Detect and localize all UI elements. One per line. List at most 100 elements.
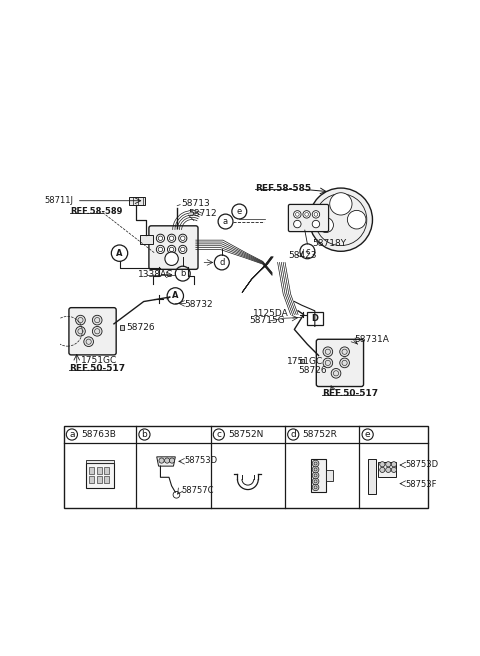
Text: 58711J: 58711J xyxy=(44,196,73,205)
Circle shape xyxy=(340,358,349,368)
Circle shape xyxy=(331,369,341,378)
Circle shape xyxy=(165,252,178,266)
Bar xyxy=(326,470,333,481)
Text: REF.58-589: REF.58-589 xyxy=(71,207,123,216)
Circle shape xyxy=(179,234,187,242)
Text: d: d xyxy=(219,258,225,267)
Text: 58757C: 58757C xyxy=(181,486,214,495)
Text: 1338AC: 1338AC xyxy=(138,270,173,279)
FancyBboxPatch shape xyxy=(316,339,363,386)
FancyBboxPatch shape xyxy=(69,308,116,355)
Text: a: a xyxy=(223,217,228,226)
Text: 58423: 58423 xyxy=(289,251,317,260)
Circle shape xyxy=(156,234,165,242)
Text: REF.50-517: REF.50-517 xyxy=(322,389,378,398)
Text: b: b xyxy=(180,269,185,278)
Text: 58752N: 58752N xyxy=(228,430,264,439)
Text: 1751GC: 1751GC xyxy=(287,357,323,365)
Polygon shape xyxy=(156,457,175,466)
Circle shape xyxy=(312,220,320,228)
Circle shape xyxy=(76,316,85,325)
Text: a: a xyxy=(69,430,75,439)
Text: 58753F: 58753F xyxy=(405,480,436,489)
Bar xyxy=(368,459,376,494)
Circle shape xyxy=(380,467,385,472)
Text: 58752R: 58752R xyxy=(302,430,337,439)
Bar xyxy=(104,476,109,483)
Text: d: d xyxy=(290,430,296,439)
Text: 1751GC: 1751GC xyxy=(81,356,117,365)
Bar xyxy=(378,462,396,478)
Bar xyxy=(89,467,95,474)
Text: c: c xyxy=(216,430,221,439)
Circle shape xyxy=(312,460,319,467)
Text: A: A xyxy=(116,249,123,258)
Circle shape xyxy=(168,245,176,253)
Text: b: b xyxy=(142,430,147,439)
Bar xyxy=(120,325,124,330)
Text: REF.58-585: REF.58-585 xyxy=(255,184,312,193)
FancyBboxPatch shape xyxy=(149,226,198,270)
Text: 58732: 58732 xyxy=(185,300,213,309)
Circle shape xyxy=(330,193,352,215)
Circle shape xyxy=(92,327,102,336)
Text: REF.50-517: REF.50-517 xyxy=(69,364,125,373)
Circle shape xyxy=(165,458,170,463)
Text: 58753D: 58753D xyxy=(185,456,218,465)
Circle shape xyxy=(386,462,391,467)
Text: c: c xyxy=(305,247,310,256)
Circle shape xyxy=(84,337,94,346)
Text: 58726: 58726 xyxy=(126,323,155,332)
Circle shape xyxy=(169,458,175,463)
Bar xyxy=(86,463,114,487)
Text: 58726: 58726 xyxy=(298,366,327,375)
Circle shape xyxy=(303,211,311,218)
Circle shape xyxy=(168,234,176,242)
Circle shape xyxy=(312,211,320,218)
Circle shape xyxy=(92,316,102,325)
Text: 58718Y: 58718Y xyxy=(312,239,347,249)
Bar xyxy=(89,476,95,483)
Circle shape xyxy=(312,472,319,479)
Text: D: D xyxy=(312,314,318,323)
Text: 1125DA: 1125DA xyxy=(253,309,289,318)
Text: 58715G: 58715G xyxy=(250,316,286,325)
Bar xyxy=(96,476,102,483)
Circle shape xyxy=(391,462,396,467)
Circle shape xyxy=(156,245,165,253)
Bar xyxy=(86,460,114,463)
Bar xyxy=(104,467,109,474)
Circle shape xyxy=(348,211,366,229)
Circle shape xyxy=(319,218,334,232)
Bar xyxy=(129,197,145,205)
Circle shape xyxy=(294,211,301,218)
Bar xyxy=(64,426,428,508)
Bar xyxy=(96,467,102,474)
Circle shape xyxy=(391,467,396,472)
Bar xyxy=(307,312,323,325)
Bar xyxy=(300,359,304,363)
Circle shape xyxy=(386,467,391,472)
Bar xyxy=(311,459,326,492)
Circle shape xyxy=(323,358,333,368)
Text: A: A xyxy=(172,291,179,300)
Circle shape xyxy=(309,188,372,251)
FancyBboxPatch shape xyxy=(288,205,329,232)
Circle shape xyxy=(380,462,385,467)
Circle shape xyxy=(179,245,187,253)
Circle shape xyxy=(312,478,319,485)
Text: 58763B: 58763B xyxy=(81,430,116,439)
Text: e: e xyxy=(365,430,371,439)
Circle shape xyxy=(312,466,319,473)
Bar xyxy=(140,235,153,244)
Circle shape xyxy=(76,327,85,336)
Text: 58753D: 58753D xyxy=(405,460,438,469)
Circle shape xyxy=(340,347,349,357)
Circle shape xyxy=(323,347,333,357)
Circle shape xyxy=(294,220,301,228)
Text: e: e xyxy=(237,207,242,216)
Text: 58713: 58713 xyxy=(181,199,210,209)
Circle shape xyxy=(312,484,319,491)
Text: 58712: 58712 xyxy=(188,209,217,218)
Circle shape xyxy=(159,458,164,463)
